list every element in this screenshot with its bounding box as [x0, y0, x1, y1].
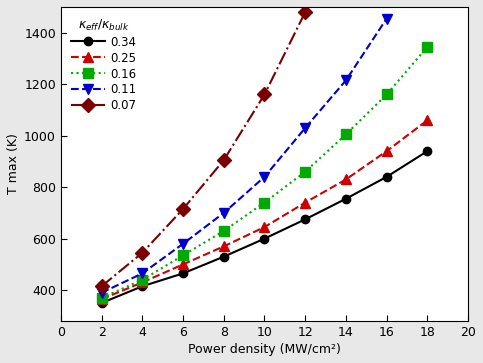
0.16: [384, 92, 390, 97]
0.11: [180, 242, 186, 246]
Line: 0.07: 0.07: [97, 7, 310, 291]
0.34: [384, 175, 390, 179]
0.07: [221, 158, 227, 162]
0.07: [302, 10, 308, 14]
0.16: [140, 278, 145, 282]
0.16: [425, 45, 430, 49]
0.34: [343, 196, 349, 201]
0.25: [384, 149, 390, 153]
0.16: [221, 229, 227, 233]
0.25: [262, 225, 268, 229]
0.34: [180, 271, 186, 276]
0.34: [302, 217, 308, 221]
0.07: [99, 284, 104, 289]
0.25: [180, 262, 186, 266]
0.25: [99, 297, 104, 301]
0.25: [140, 280, 145, 285]
0.11: [384, 16, 390, 21]
0.16: [262, 200, 268, 205]
Y-axis label: T max (K): T max (K): [7, 134, 20, 195]
0.34: [99, 301, 104, 305]
0.11: [343, 78, 349, 82]
0.25: [425, 118, 430, 122]
0.34: [262, 236, 268, 241]
0.11: [302, 126, 308, 130]
Line: 0.34: 0.34: [98, 147, 431, 307]
0.11: [262, 175, 268, 179]
0.07: [140, 250, 145, 255]
0.16: [302, 170, 308, 174]
0.11: [99, 290, 104, 295]
0.11: [221, 211, 227, 215]
0.25: [302, 200, 308, 205]
Line: 0.25: 0.25: [97, 115, 432, 304]
X-axis label: Power density (MW/cm²): Power density (MW/cm²): [188, 343, 341, 356]
0.16: [180, 253, 186, 258]
0.34: [140, 284, 145, 289]
Legend: 0.34, 0.25, 0.16, 0.11, 0.07: 0.34, 0.25, 0.16, 0.11, 0.07: [67, 13, 142, 117]
0.25: [221, 244, 227, 249]
0.16: [99, 296, 104, 300]
0.34: [425, 149, 430, 153]
0.34: [221, 254, 227, 259]
Line: 0.16: 0.16: [97, 42, 432, 303]
0.25: [343, 177, 349, 182]
0.11: [140, 271, 145, 276]
0.07: [262, 92, 268, 97]
0.16: [343, 132, 349, 136]
Line: 0.11: 0.11: [97, 14, 392, 298]
0.07: [180, 207, 186, 211]
